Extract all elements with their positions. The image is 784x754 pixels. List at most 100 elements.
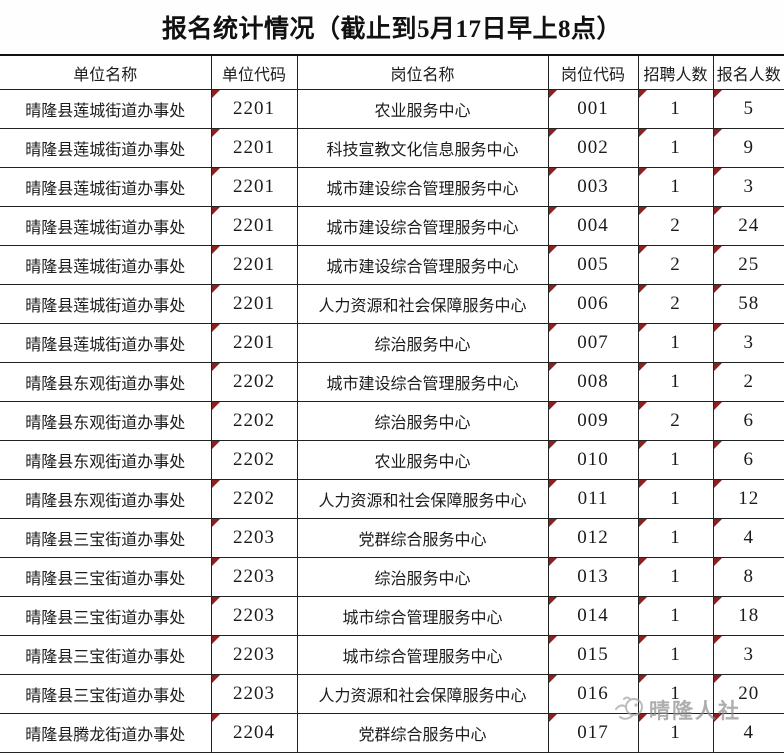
comment-marker-triangle (212, 558, 220, 566)
cell-recruit_count: 1 (637, 89, 714, 129)
cell-unit_name: 晴隆县莲城街道办事处 (0, 167, 212, 207)
cell-text: 2 (743, 371, 754, 392)
cell-text: 综治服务中心 (374, 337, 471, 354)
comment-marker-triangle (212, 129, 220, 137)
comment-marker-triangle (549, 675, 557, 683)
table-row: 晴隆县莲城街道办事处 2201 城市建设综合管理服务中心 004 2 24 (0, 206, 784, 246)
cell-text: 晴隆县三宝街道办事处 (25, 532, 186, 549)
comment-marker-triangle (639, 597, 647, 605)
cell-unit_name: 晴隆县三宝街道办事处 (0, 635, 212, 675)
cell-text: 20 (738, 683, 760, 704)
cell-text: 011 (577, 488, 609, 509)
cell-text: 人力资源和社会保障服务中心 (318, 493, 527, 510)
comment-marker-triangle (212, 714, 220, 722)
cell-recruit_count: 2 (637, 245, 714, 285)
cell-text: 1 (670, 722, 681, 743)
cell-text: 008 (577, 371, 609, 392)
cell-text: 2203 (233, 527, 275, 548)
cell-text: 3 (743, 332, 754, 353)
comment-marker-triangle (549, 558, 557, 566)
cell-unit_code: 2202 (210, 401, 298, 441)
cell-text: 1 (670, 527, 681, 548)
cell-post_code: 009 (547, 401, 639, 441)
comment-marker-triangle (549, 480, 557, 488)
cell-unit_name: 晴隆县莲城街道办事处 (0, 284, 212, 324)
cell-unit_code: 2201 (210, 89, 298, 129)
cell-recruit_count: 1 (637, 167, 714, 207)
cell-text: 005 (577, 254, 609, 275)
cell-text: 58 (738, 293, 760, 314)
cell-recruit_count: 1 (637, 713, 714, 753)
cell-unit_name: 晴隆县莲城街道办事处 (0, 206, 212, 246)
cell-text: 晴隆县莲城街道办事处 (25, 337, 186, 354)
table-header: 单位名称 单位代码 岗位名称 岗位代码 招聘人数 报名人数 (0, 54, 784, 90)
cell-text: 2201 (233, 254, 275, 275)
table-row: 晴隆县东观街道办事处 2202 城市建设综合管理服务中心 008 1 2 (0, 362, 784, 402)
cell-unit_name: 晴隆县三宝街道办事处 (0, 596, 212, 636)
cell-text: 1 (670, 176, 681, 197)
cell-unit_name: 晴隆县三宝街道办事处 (0, 518, 212, 558)
cell-post_name: 人力资源和社会保障服务中心 (296, 674, 549, 714)
comment-marker-triangle (212, 441, 220, 449)
cell-text: 1 (670, 137, 681, 158)
cell-recruit_count: 1 (637, 479, 714, 519)
cell-unit_code: 2201 (210, 206, 298, 246)
comment-marker-triangle (549, 363, 557, 371)
comment-marker-triangle (639, 480, 647, 488)
comment-marker-triangle (714, 597, 722, 605)
comment-marker-triangle (212, 285, 220, 293)
cell-recruit_count: 2 (637, 284, 714, 324)
cell-text: 24 (738, 215, 760, 236)
cell-unit_code: 2201 (210, 128, 298, 168)
cell-recruit_count: 1 (637, 362, 714, 402)
cell-text: 晴隆县莲城街道办事处 (25, 259, 186, 276)
cell-text: 2203 (233, 566, 275, 587)
comment-marker-triangle (549, 519, 557, 527)
comment-marker-triangle (639, 285, 647, 293)
cell-text: 2203 (233, 644, 275, 665)
comment-marker-triangle (714, 90, 722, 98)
comment-marker-triangle (714, 480, 722, 488)
cell-applicant_count: 4 (712, 518, 784, 558)
cell-applicant_count: 3 (712, 323, 784, 363)
cell-text: 017 (577, 722, 609, 743)
cell-text: 晴隆县三宝街道办事处 (25, 688, 186, 705)
cell-text: 007 (577, 332, 609, 353)
cell-text: 1 (670, 605, 681, 626)
cell-unit_code: 2203 (210, 518, 298, 558)
header-row: 单位名称 单位代码 岗位名称 岗位代码 招聘人数 报名人数 (0, 54, 784, 90)
comment-marker-triangle (714, 324, 722, 332)
comment-marker-triangle (714, 558, 722, 566)
comment-marker-triangle (714, 519, 722, 527)
comment-marker-triangle (212, 480, 220, 488)
cell-text: 晴隆县三宝街道办事处 (25, 649, 186, 666)
comment-marker-triangle (212, 207, 220, 215)
cell-post_code: 012 (547, 518, 639, 558)
cell-text: 004 (577, 215, 609, 236)
comment-marker-triangle (639, 675, 647, 683)
cell-unit_name: 晴隆县腾龙街道办事处 (0, 713, 212, 753)
cell-unit_code: 2202 (210, 362, 298, 402)
cell-text: 001 (577, 98, 609, 119)
comment-marker-triangle (639, 519, 647, 527)
cell-unit_name: 晴隆县莲城街道办事处 (0, 245, 212, 285)
comment-marker-triangle (639, 363, 647, 371)
comment-marker-triangle (639, 129, 647, 137)
table-row: 晴隆县腾龙街道办事处 2204 党群综合服务中心 017 1 4 (0, 713, 784, 753)
comment-marker-triangle (212, 363, 220, 371)
table-row: 晴隆县三宝街道办事处 2203 人力资源和社会保障服务中心 016 1 20 (0, 674, 784, 714)
cell-text: 科技宣教文化信息服务中心 (326, 142, 519, 159)
cell-post_name: 城市建设综合管理服务中心 (296, 206, 549, 246)
cell-unit_name: 晴隆县莲城街道办事处 (0, 128, 212, 168)
comment-marker-triangle (212, 246, 220, 254)
comment-marker-triangle (549, 714, 557, 722)
cell-text: 3 (743, 176, 754, 197)
comment-marker-triangle (639, 168, 647, 176)
cell-post_name: 农业服务中心 (296, 89, 549, 129)
cell-recruit_count: 1 (637, 557, 714, 597)
cell-applicant_count: 9 (712, 128, 784, 168)
cell-post_name: 综治服务中心 (296, 323, 549, 363)
cell-text: 人力资源和社会保障服务中心 (318, 298, 527, 315)
cell-text: 2 (670, 410, 681, 431)
cell-text: 9 (743, 137, 754, 158)
